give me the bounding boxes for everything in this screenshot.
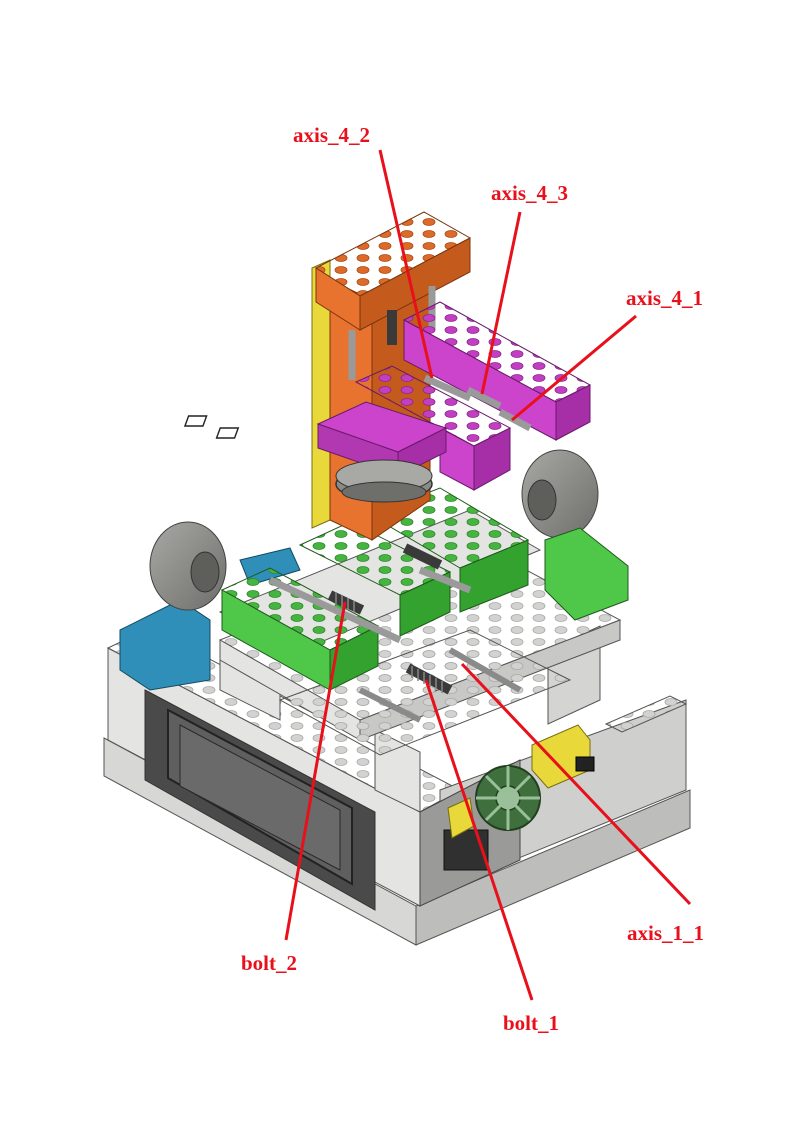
leader-axis-1-1 [460, 662, 692, 906]
x-rod-back [418, 566, 472, 594]
x-rod-front [268, 576, 402, 644]
lower-plate-top [278, 629, 572, 756]
leader-bolt-2 [284, 601, 347, 941]
green-brick-back-side [459, 539, 529, 613]
x-axis-carriage [218, 449, 629, 691]
x-screw-back [402, 543, 443, 570]
callouts: axis_4_2 axis_4_3 axis_4_1 axis_1_1 bolt… [241, 123, 704, 1035]
green-mount-right [544, 527, 629, 621]
label-axis-4-2: axis_4_2 [293, 123, 370, 147]
switch-knob [575, 756, 595, 772]
spindle-carriage [183, 301, 592, 503]
axis-1-1-rod-left [358, 687, 422, 723]
label-bolt-1: bolt_1 [503, 1011, 559, 1035]
leader-bolt-1 [424, 679, 534, 1001]
orange-top-brick-side [359, 237, 471, 331]
bolt-1-screw [405, 663, 453, 695]
axis-4-1-rod [498, 408, 532, 432]
green-brick-mid-front [399, 571, 451, 637]
label-axis-4-3: axis_4_3 [491, 181, 568, 205]
blue-mount [119, 599, 211, 691]
leader-axis-4-3 [480, 211, 522, 395]
magenta-front-side [473, 427, 511, 491]
lcd-inner [179, 724, 341, 871]
leader-axis-4-1 [511, 314, 637, 422]
magenta-back-side [555, 384, 591, 441]
green-brick-left-side [329, 625, 379, 691]
label-axis-1-1: axis_1_1 [627, 921, 704, 945]
label-bolt-2: bolt_2 [241, 951, 297, 975]
y-axis-rods [358, 647, 522, 723]
spindle-head-marking [183, 415, 240, 439]
axis-4-2-rod [423, 374, 472, 402]
base-frame [103, 625, 691, 946]
label-axis-4-1: axis_4_1 [626, 286, 703, 310]
axis-4-3-rod [466, 386, 502, 410]
axis-1-1-rod [448, 647, 522, 693]
base-right-wall-top [604, 695, 688, 733]
hand-wheel-gear [475, 765, 541, 831]
base-plate-right [415, 789, 691, 946]
leader-axis-4-2 [378, 149, 434, 379]
